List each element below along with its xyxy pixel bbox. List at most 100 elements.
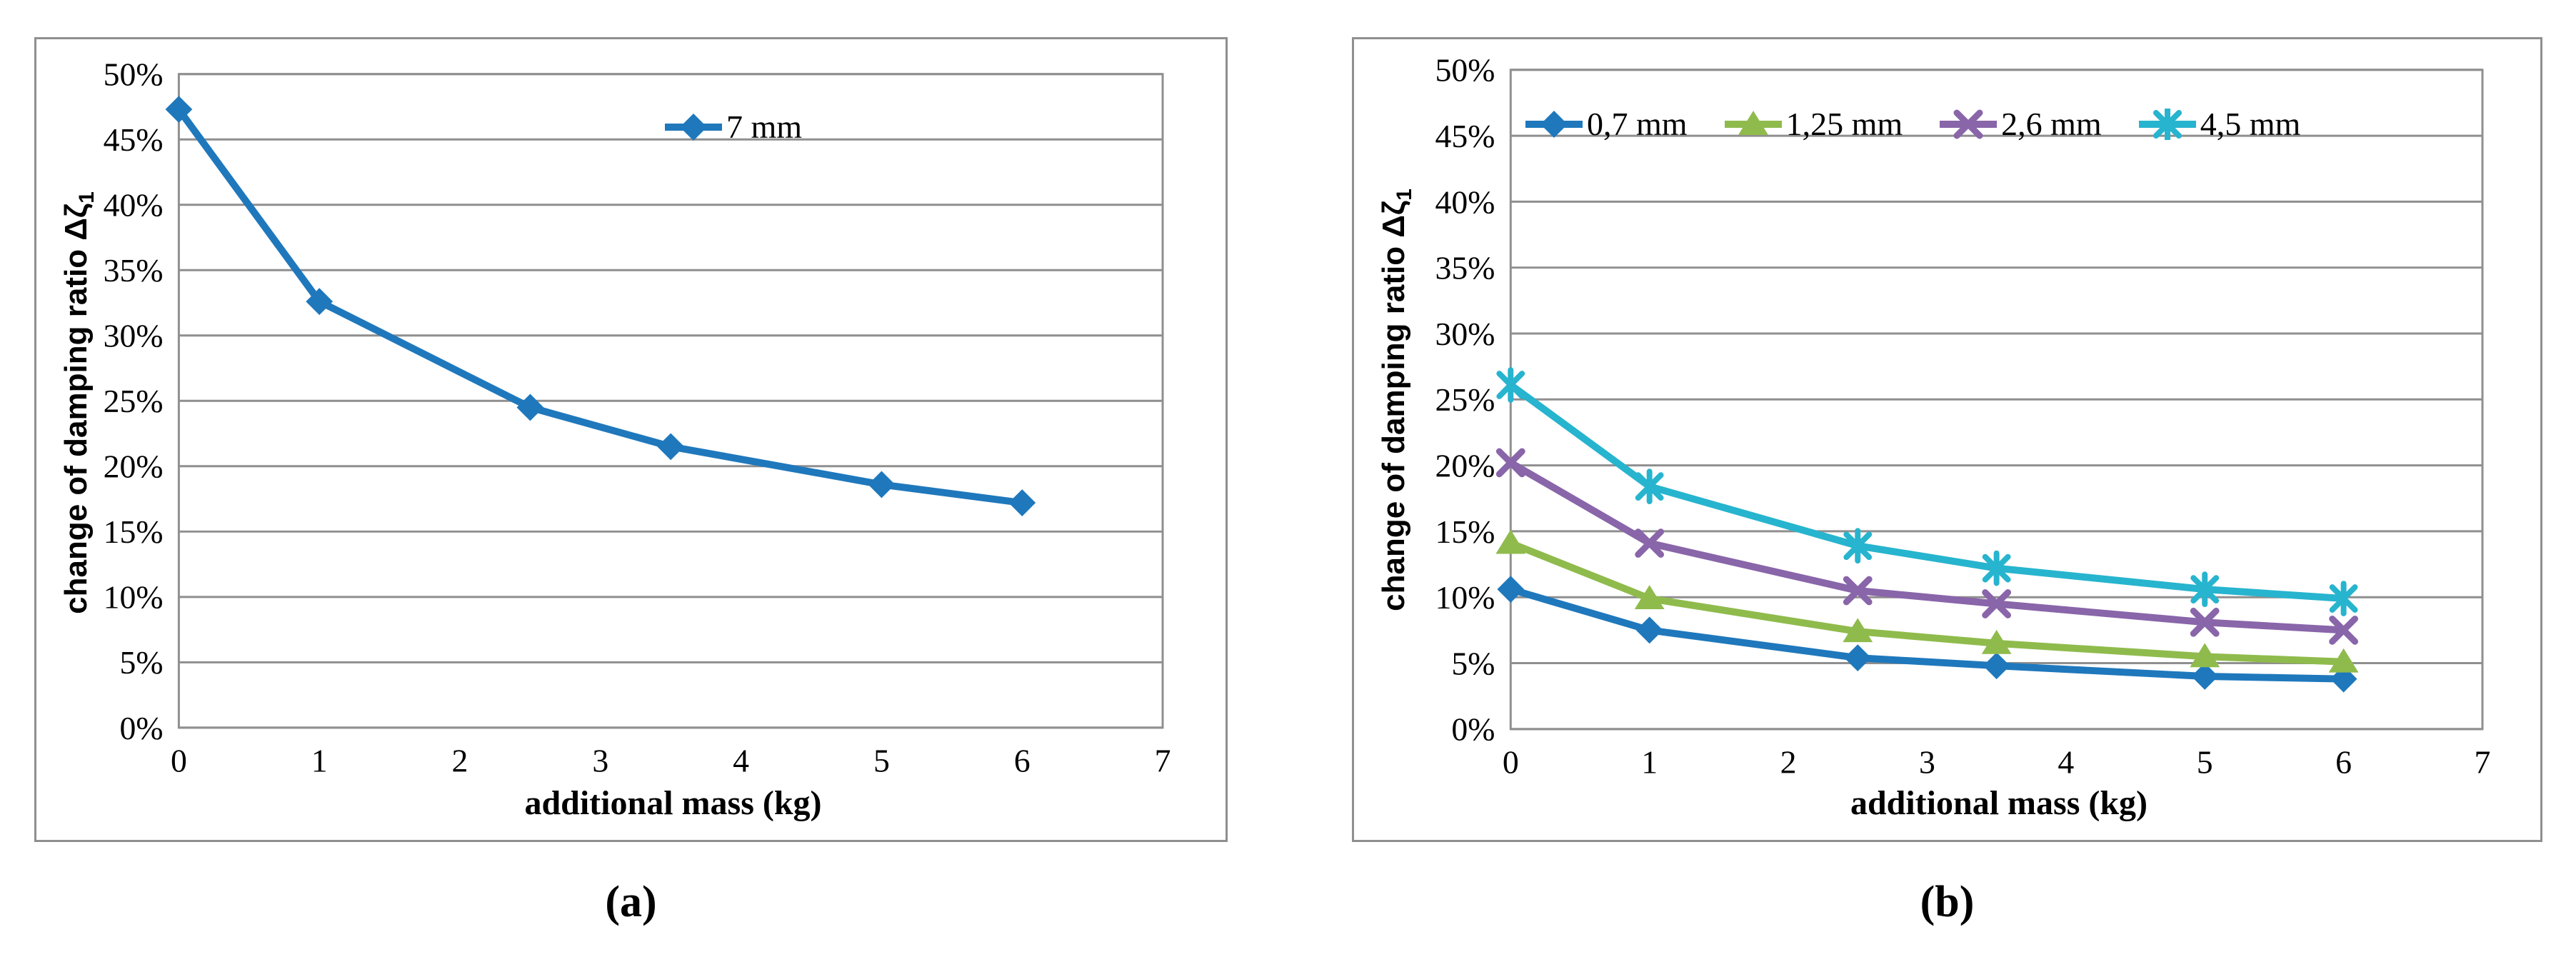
x-tick-label: 3 — [592, 743, 608, 779]
x-tick-label: 5 — [2197, 744, 2213, 781]
y-tick-label: 30% — [104, 318, 164, 354]
legend-marker-diamond-icon — [1525, 110, 1583, 138]
data-point-marker-x — [1495, 448, 1525, 478]
data-point-marker-diamond — [680, 113, 707, 141]
y-axis-title-b: change of damping ratio Δζ1 — [1376, 189, 1416, 611]
x-tick-label: 0 — [171, 743, 187, 779]
y-tick-label: 5% — [1451, 645, 1495, 681]
data-point-marker-diamond — [1844, 644, 1872, 672]
y-tick-label: 0% — [120, 710, 164, 746]
data-point-marker-x — [1843, 576, 1873, 606]
x-tick-label: 5 — [873, 743, 890, 779]
series-line-1-25-mm — [1507, 539, 2347, 666]
data-point-marker-triangle — [1738, 110, 1768, 135]
y-axis-title-subscript: 1 — [1392, 189, 1416, 201]
data-point-marker-triangle — [1843, 618, 1873, 643]
legend-marker-asterisk-icon — [2138, 108, 2196, 140]
x-tick-label: 7 — [1155, 743, 1171, 779]
data-point-marker-diamond — [1540, 110, 1568, 138]
data-point-marker-x — [1635, 528, 1665, 558]
legend-label: 1,25 mm — [1785, 106, 1903, 142]
x-tick-label: 7 — [2475, 744, 2491, 781]
legend-label: 7 mm — [726, 109, 803, 145]
y-tick-label: 40% — [104, 187, 164, 224]
y-tick-label: 10% — [1435, 579, 1495, 616]
data-point-marker-x — [1982, 589, 2012, 618]
data-point-marker-diamond — [2191, 663, 2219, 690]
data-point-marker-x — [2190, 607, 2220, 637]
data-point-marker-diamond — [1635, 616, 1663, 644]
legend-label: 4,5 mm — [2200, 106, 2301, 142]
x-axis-title-a: additional mass (kg) — [524, 784, 822, 822]
figure-caption-a: (a) — [605, 878, 657, 926]
y-tick-label: 40% — [1435, 184, 1495, 220]
data-point-marker-triangle — [2328, 648, 2359, 673]
legend-marker-diamond-icon — [665, 113, 722, 141]
data-point-marker-diamond — [1497, 576, 1525, 603]
data-point-marker-triangle — [1981, 629, 2012, 654]
y-axis-title-text: change of damping ratio Δζ — [59, 203, 94, 614]
series-line-2-6-mm — [1507, 459, 2347, 634]
x-tick-label: 6 — [1014, 743, 1031, 779]
data-point-marker-asterisk — [2152, 108, 2182, 140]
x-tick-label: 2 — [1780, 744, 1797, 781]
series-line-7-mm — [175, 106, 1026, 507]
legend-marker-x-icon — [1940, 109, 1998, 139]
legend-item-7-mm: 7 mm — [663, 108, 802, 146]
x-tick-label: 1 — [311, 743, 328, 779]
series-line-4-5-mm — [1507, 381, 2347, 603]
y-tick-label: 45% — [104, 121, 164, 158]
chart-panel-a: 0% 5% 10% 15% 20% 25% 30% 35% 40% 45% 50% 0 1 2 3 4 5 6 7 … — [34, 37, 1228, 842]
data-point-marker-x — [2329, 615, 2358, 645]
x-axis-title-b: additional mass (kg) — [1850, 784, 2148, 822]
data-point-marker-diamond — [516, 394, 544, 421]
y-tick-label: 35% — [104, 252, 164, 289]
x-tick-label: 4 — [2058, 744, 2074, 781]
data-point-marker-asterisk — [1496, 367, 1525, 403]
data-point-marker-asterisk — [1635, 469, 1664, 505]
figure-caption-b: (b) — [1920, 878, 1975, 926]
y-axis-title-text: change of damping ratio Δζ — [1376, 200, 1411, 611]
data-point-marker-triangle — [1634, 585, 1665, 609]
y-tick-label: 35% — [1435, 250, 1495, 286]
y-tick-label: 25% — [104, 383, 164, 419]
data-point-marker-diamond — [306, 288, 334, 316]
plot-border — [177, 73, 1164, 729]
data-point-marker-asterisk — [1982, 550, 2011, 586]
x-tick-label: 0 — [1503, 744, 1519, 781]
x-tick-label: 6 — [2335, 744, 2352, 781]
legend-b: 0,7 mm 1,25 mm 2,6 mm 4,5 mm — [1524, 105, 2300, 143]
data-point-marker-diamond — [1983, 652, 2010, 680]
x-tick-label: 1 — [1641, 744, 1658, 781]
y-tick-label: 0% — [1451, 711, 1495, 748]
legend-item-2-6-mm: 2,6 mm — [1938, 105, 2102, 143]
legend-item-4-5-mm: 4,5 mm — [2138, 105, 2301, 143]
data-point-marker-triangle — [1495, 529, 1526, 554]
y-tick-label: 30% — [1435, 316, 1495, 352]
data-point-marker-diamond — [868, 471, 896, 498]
line-chart-a: 0% 5% 10% 15% 20% 25% 30% 35% 40% 45% 50% 0 1 2 3 4 5 6 7 — [104, 56, 1171, 779]
data-point-marker-x — [1953, 109, 1983, 139]
data-point-marker-asterisk — [1843, 528, 1873, 564]
y-tick-label: 10% — [104, 579, 164, 616]
y-tick-label: 50% — [1435, 52, 1495, 89]
x-tick-label: 4 — [733, 743, 749, 779]
y-tick-label: 15% — [1435, 513, 1495, 550]
data-point-marker-diamond — [657, 433, 685, 461]
y-tick-label: 25% — [1435, 381, 1495, 418]
legend-item-1-25-mm: 1,25 mm — [1723, 105, 1903, 143]
legend-a: 7 mm — [663, 108, 802, 146]
y-tick-label: 50% — [104, 56, 164, 93]
y-tick-label: 5% — [120, 644, 164, 681]
y-tick-label: 20% — [1435, 448, 1495, 484]
data-point-marker-diamond — [1008, 489, 1036, 516]
data-point-marker-diamond — [165, 96, 193, 124]
y-tick-label: 15% — [104, 513, 164, 550]
chart-panel-b: 0% 5% 10% 15% 20% 25% 30% 35% 40% 45% 50% 0 1 2 3 4 5 6 7 … — [1352, 37, 2542, 842]
y-tick-label: 45% — [1435, 118, 1495, 154]
legend-item-0-7-mm: 0,7 mm — [1524, 105, 1688, 143]
legend-label: 2,6 mm — [2001, 106, 2102, 142]
x-tick-label: 3 — [1919, 744, 1935, 781]
y-axis-title-subscript: 1 — [74, 191, 99, 204]
